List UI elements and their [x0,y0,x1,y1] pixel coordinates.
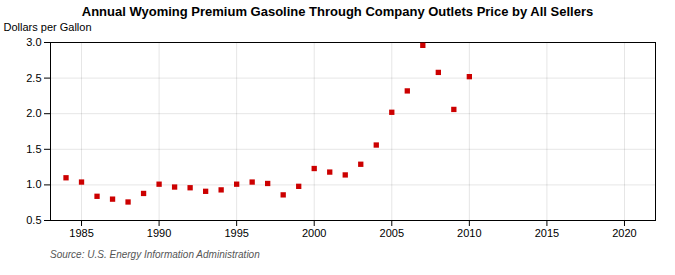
svg-text:2005: 2005 [380,227,404,239]
svg-text:1985: 1985 [69,227,93,239]
svg-text:2020: 2020 [612,227,636,239]
svg-text:2010: 2010 [457,227,481,239]
svg-text:1990: 1990 [147,227,171,239]
svg-text:1.5: 1.5 [26,143,41,155]
svg-text:0.5: 0.5 [26,214,41,226]
html-text:Source: U.S. Energy Informatio: Source: U.S. Energy Information Administ… [50,249,260,260]
svg-text:2000: 2000 [302,227,326,239]
svg-text:Dollars per Gallon: Dollars per Gallon [4,21,92,33]
svg-text:2015: 2015 [535,227,559,239]
svg-text:2.5: 2.5 [26,72,41,84]
svg-text:1995: 1995 [224,227,248,239]
svg-text:3.0: 3.0 [26,36,41,48]
svg-text:2.0: 2.0 [26,107,41,119]
svg-text:1.0: 1.0 [26,178,41,190]
html-text:Annual Wyoming Premium Gasolin: Annual Wyoming Premium Gasoline Through … [81,4,594,19]
